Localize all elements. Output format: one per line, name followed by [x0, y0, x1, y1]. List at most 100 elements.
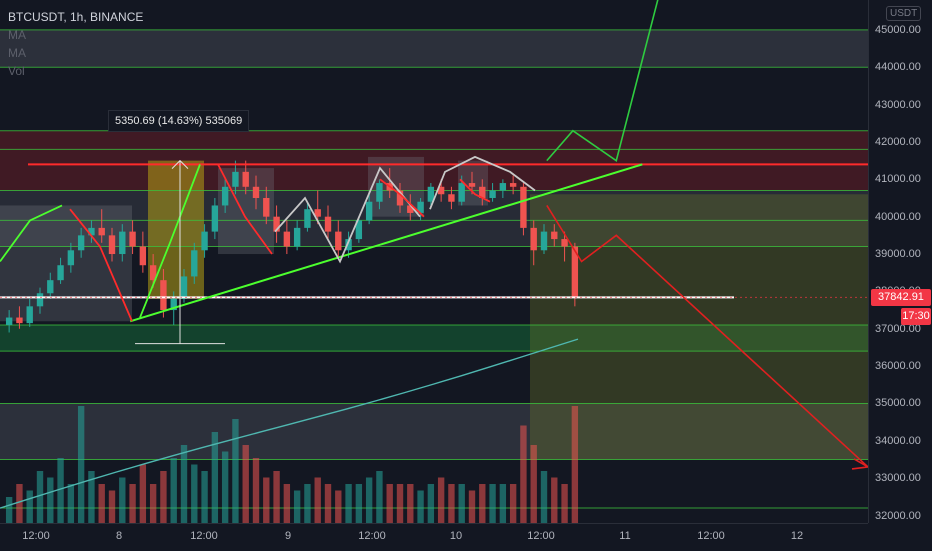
volume-bar [530, 445, 537, 523]
price-axis[interactable]: USDT 45000.00 44000.00 43000.00 42000.00 410… [868, 0, 932, 523]
volume-bar [201, 471, 208, 523]
volume-bar [499, 484, 507, 523]
candle-body [263, 197, 270, 217]
volume-bar [468, 490, 476, 523]
candle-body [530, 227, 537, 251]
chart-pane[interactable]: BTCUSDT, 1h, BINANCE MA MA Vol 5350.69 (… [0, 0, 868, 523]
volume-bar [88, 471, 95, 523]
candle-body [67, 250, 75, 266]
candle-body [16, 317, 23, 324]
indicator-ma-1[interactable]: MA [8, 28, 26, 42]
candle-body [47, 280, 54, 294]
price-tick-label: 45000.00 [875, 23, 921, 36]
time-tick-label: 12:00 [22, 530, 50, 542]
volume-bar [345, 484, 352, 523]
candle-body [437, 186, 445, 195]
candle-body [324, 216, 332, 232]
zone-lower [0, 403, 868, 460]
zigzag-down-1 [69, 208, 133, 322]
volume-bar [283, 484, 291, 523]
candle-body [489, 190, 496, 198]
candle-body [561, 239, 568, 247]
volume-bar [232, 419, 239, 523]
price-tick-label: 43000.00 [875, 98, 921, 111]
candle-body [365, 201, 373, 221]
price-tick-label: 32000.00 [875, 509, 921, 522]
bar-countdown-tag: 17:30 [901, 308, 931, 326]
volume-bar [386, 484, 393, 523]
indicator-ma-2[interactable]: MA [8, 46, 26, 60]
last-price-tag: 37842.91 [871, 289, 931, 307]
candle-body [180, 276, 188, 299]
volume-bar [509, 484, 517, 523]
price-tick-label: 36000.00 [875, 360, 921, 373]
volume-bar [489, 484, 496, 523]
volume-bar [139, 464, 147, 523]
candle-body [458, 183, 465, 202]
projection-down-arrowhead [851, 458, 868, 470]
candle-body [407, 205, 414, 213]
volume-bar [180, 445, 188, 523]
volume-bar [36, 471, 44, 523]
candle-body [129, 231, 136, 247]
time-tick-label: 11 [619, 530, 631, 542]
time-tick-label: 10 [449, 530, 463, 542]
price-tick-label: 33000.00 [875, 472, 921, 485]
volume-bar [170, 458, 177, 523]
candle-body [77, 235, 85, 251]
candle-body [417, 201, 424, 213]
candle-body [335, 231, 342, 251]
volume-bar [191, 464, 198, 523]
candle-body [571, 246, 579, 298]
candle-body [221, 186, 229, 206]
price-tick-label: 34000.00 [875, 434, 921, 447]
candle-body [242, 171, 249, 187]
volume-bar [129, 484, 136, 523]
price-tick-label: 35000.00 [875, 397, 921, 410]
measure-arrow [171, 159, 189, 169]
volume-bar [5, 497, 13, 523]
candle-body [232, 171, 239, 187]
volume-bar [314, 477, 321, 523]
volume-bar [57, 458, 64, 523]
candle-body [57, 265, 64, 281]
candle-body [355, 220, 363, 240]
zigzag-grey-1 [274, 166, 421, 264]
volume-bar [448, 484, 455, 523]
time-tick-label: 12:00 [697, 530, 725, 542]
volume-bar [427, 484, 435, 523]
candle-body [468, 183, 476, 187]
candle-body [170, 298, 177, 311]
time-tick-label: 9 [284, 530, 292, 542]
volume-bar [479, 484, 486, 523]
zigzag-down-2 [217, 163, 273, 255]
candle-body [314, 209, 321, 217]
indicator-volume[interactable]: Vol [8, 64, 25, 78]
candle-body [499, 183, 507, 191]
time-tick-label: 12:00 [190, 530, 218, 542]
price-chart[interactable] [0, 0, 868, 523]
candle-body [273, 216, 280, 232]
candle-body [88, 227, 95, 236]
price-tick-label: 42000.00 [875, 135, 921, 148]
candle-body [36, 293, 44, 307]
candle-body [509, 183, 517, 187]
candle-body [396, 190, 404, 206]
volume-bar [77, 406, 85, 523]
candle-body [551, 231, 558, 240]
candle-body [26, 306, 33, 324]
price-tick-label: 37000.00 [875, 322, 921, 335]
volume-bar [149, 484, 157, 523]
candle-body [160, 280, 167, 311]
volume-bar [16, 484, 23, 523]
volume-bar [355, 484, 363, 523]
currency-label[interactable]: USDT [886, 6, 922, 21]
candle-body [98, 227, 105, 236]
time-tick-label: 12:00 [527, 530, 555, 542]
volume-bar [293, 490, 301, 523]
zone-support [0, 325, 868, 352]
candle-body [252, 186, 260, 198]
symbol-title[interactable]: BTCUSDT, 1h, BINANCE [8, 10, 144, 24]
volume-bar [47, 477, 54, 523]
time-axis[interactable]: 12:00 8 12:00 9 12:00 10 12:00 11 12:00 12 [0, 523, 868, 551]
